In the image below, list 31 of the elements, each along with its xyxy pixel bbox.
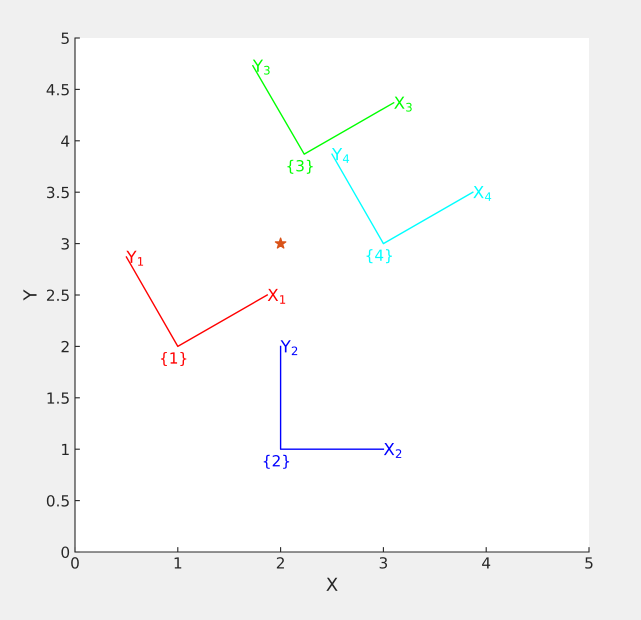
annotation: {3} (287, 160, 313, 174)
y-tick-label: 3 (62, 238, 69, 250)
x-tick-label: 5 (585, 557, 593, 569)
y-tick-label: 2 (62, 340, 69, 352)
annotation: {2} (264, 454, 290, 469)
x-tick-label: 0 (71, 557, 79, 569)
x-tick-label: 3 (380, 557, 388, 569)
x-tick-label: 2 (276, 557, 284, 568)
annotation: Y$_{1}$ (126, 250, 144, 266)
y-tick-label: 1.5 (48, 392, 69, 404)
annotation: Y$_{4}$ (332, 148, 350, 163)
annotation: Y$_{3}$ (252, 60, 270, 75)
x-axis-title: X (326, 578, 338, 591)
y-tick-label: 4 (61, 135, 70, 147)
annotation: X$_{3}$ (394, 96, 412, 112)
y-tick-label: 3.5 (47, 186, 69, 198)
annotation: X$_{4}$ (473, 186, 492, 201)
y-tick-label: 0.5 (46, 495, 69, 507)
x-tick-label: 4 (482, 557, 490, 568)
annotation: X$_{2}$ (384, 443, 402, 458)
y-tick-label: 2.5 (46, 289, 69, 302)
y-axis-title: Y (23, 289, 37, 301)
annotation: X$_{1}$ (268, 288, 286, 304)
y-tick-label: 4.5 (46, 84, 69, 96)
annotation: {4} (366, 249, 392, 264)
y-tick-label: 1 (62, 444, 69, 456)
annotation: {1} (160, 352, 186, 366)
y-tick-label: 0 (61, 546, 70, 558)
x-tick-label: 1 (174, 557, 182, 568)
y-tick-label: 5 (62, 32, 69, 44)
annotation: Y$_{2}$ (280, 340, 298, 356)
